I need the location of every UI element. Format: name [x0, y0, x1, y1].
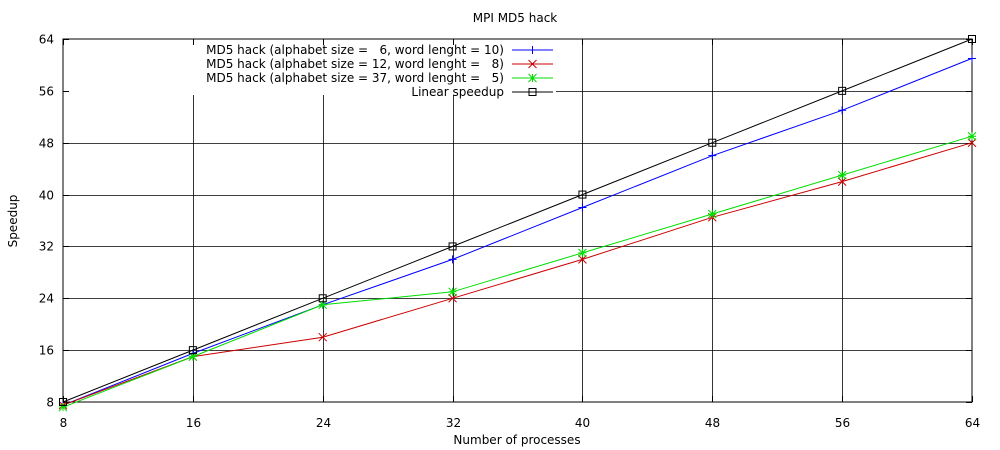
series-3 [58, 131, 977, 412]
data-point [188, 352, 198, 361]
x-tick-label: 40 [575, 416, 590, 430]
data-point [318, 300, 328, 310]
data-point [708, 138, 717, 147]
y-tick-label: 48 [39, 137, 54, 151]
x-tick-label: 24 [316, 416, 331, 430]
plot-frame [62, 38, 973, 403]
data-point [448, 287, 457, 297]
x-tick-label: 8 [60, 416, 68, 430]
y-tick-label: 16 [39, 344, 54, 358]
x-tick-label: 64 [965, 416, 980, 430]
data-point [578, 190, 587, 199]
data-point [578, 255, 587, 264]
x-tick-label: 32 [446, 416, 461, 430]
data-point [578, 248, 587, 258]
data-point [968, 54, 976, 63]
data-point [837, 177, 847, 186]
data-point [967, 138, 977, 148]
y-tick-label: 40 [39, 189, 54, 203]
series-line [62, 38, 973, 403]
data-point [59, 398, 67, 406]
legend-label: Linear speedup [411, 85, 504, 99]
legend-label: MD5 hack (alphabet size = 6, word lenght… [206, 43, 504, 57]
y-tick-label: 56 [39, 85, 54, 99]
data-point [707, 209, 717, 219]
data-point [967, 131, 977, 141]
data-point [58, 402, 68, 412]
data-point [318, 294, 327, 303]
data-point [578, 203, 587, 212]
legend-label: MD5 hack (alphabet size = 12, word lengh… [206, 57, 504, 71]
data-point [448, 242, 457, 251]
legend-item: MD5 hack (alphabet size = 12, word lengh… [206, 57, 553, 71]
legend-marker [528, 46, 537, 54]
data-point [837, 170, 847, 180]
data-point [448, 293, 457, 303]
legend-item: Linear speedup [411, 85, 553, 99]
y-tick-label: 64 [39, 33, 54, 47]
y-tick-label: 24 [39, 292, 54, 306]
x-axis-label: Number of processes [453, 433, 580, 447]
data-point [448, 255, 457, 264]
chart-title: MPI MD5 hack [473, 11, 558, 25]
data-point [188, 346, 197, 355]
x-tick-label: 48 [705, 416, 720, 430]
legend-label: MD5 hack (alphabet size = 37, word lengh… [206, 71, 504, 85]
y-tick-label: 32 [39, 240, 54, 254]
series-line [62, 142, 973, 406]
axis-ticks: 8 16 24 32 40 48 56 64 8 16 24 32 40 48 56 64 [39, 33, 980, 431]
series-line [62, 135, 973, 408]
legend-item: MD5 hack (alphabet size = 6, word lenght… [206, 43, 553, 57]
series-line [62, 57, 973, 406]
legend-marker [528, 73, 537, 83]
x-tick-label: 56 [835, 416, 850, 430]
y-tick-label: 8 [46, 396, 54, 410]
legend-item: MD5 hack (alphabet size = 37, word lengh… [206, 71, 553, 85]
legend-marker [528, 59, 537, 69]
y-axis-label: Speedup [6, 195, 20, 248]
series-group [58, 35, 977, 412]
data-point [838, 106, 847, 115]
data-point [318, 332, 328, 342]
legend-marker [528, 88, 537, 96]
x-tick-label: 16 [186, 416, 201, 430]
data-point [838, 86, 847, 95]
data-point [708, 151, 717, 160]
legend: MD5 hack (alphabet size = 6, word lenght… [206, 43, 553, 99]
data-point [968, 35, 976, 43]
series-4 [59, 35, 976, 406]
grid-lines [63, 39, 972, 402]
